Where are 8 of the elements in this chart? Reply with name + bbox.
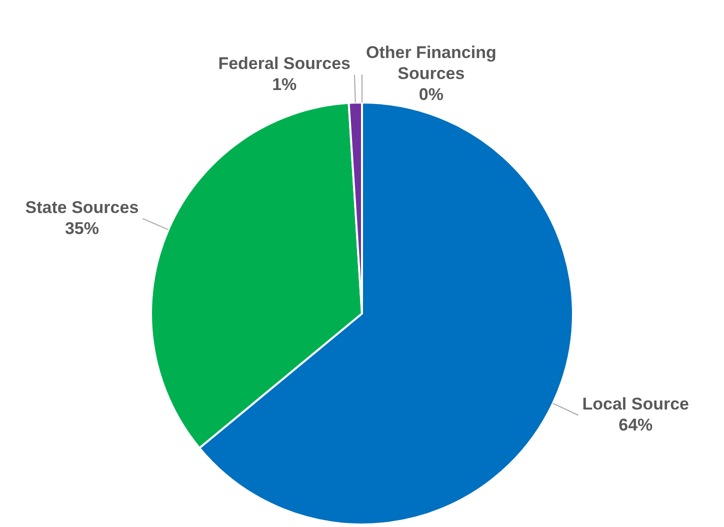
data-label: 1%	[272, 74, 297, 94]
slice-label: Local Source	[582, 394, 690, 414]
slice-label: Federal Sources	[218, 54, 350, 73]
slice-label: State Sources	[25, 198, 139, 217]
category-label: Other Financing Sources	[366, 43, 496, 84]
data-label: 35%	[64, 218, 99, 238]
data-label: 64%	[618, 415, 653, 434]
text: 0%	[418, 85, 444, 104]
